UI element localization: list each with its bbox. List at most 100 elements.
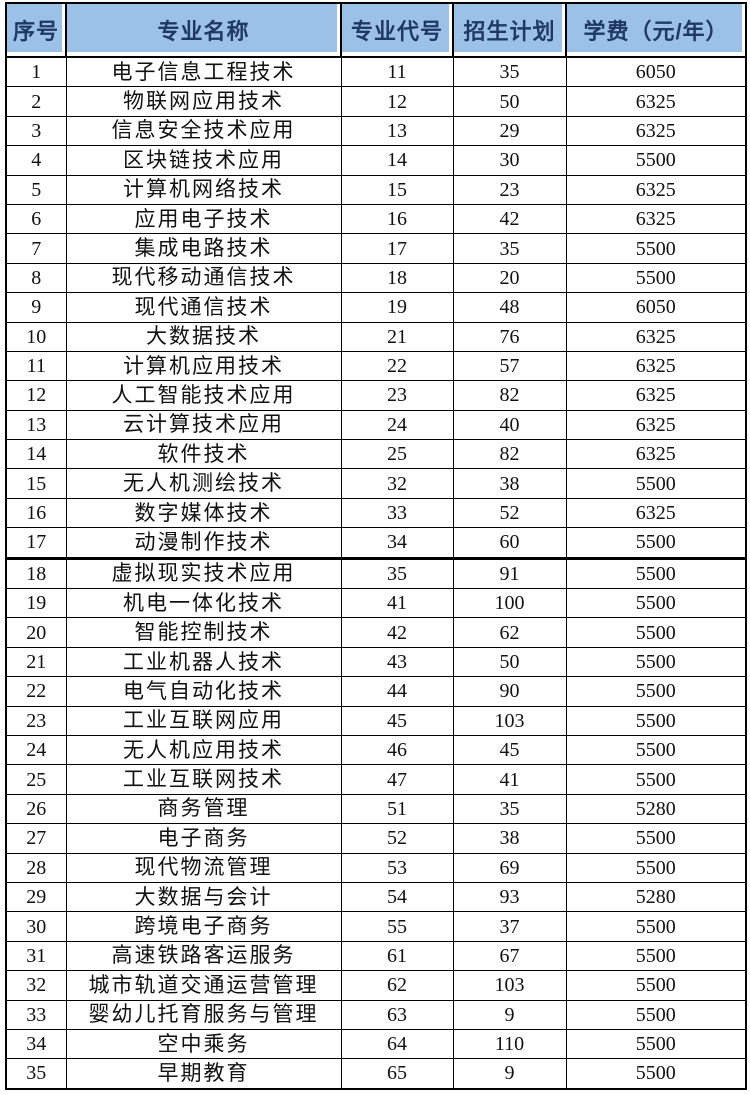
cell-index: 34 — [5, 1028, 67, 1060]
cell-index: 13 — [5, 409, 67, 441]
cell-index: 12 — [5, 380, 67, 411]
cell-tuition: 5280 — [565, 881, 747, 913]
cell-major-name: 数字媒体技术 — [65, 497, 342, 529]
cell-major-code: 34 — [340, 527, 454, 560]
cell-index: 3 — [5, 115, 67, 147]
cell-tuition: 5500 — [565, 911, 747, 942]
table-row: 14 软件技术 25 82 6325 — [5, 439, 747, 470]
enrollment-plan-table: 序号 专业名称 专业代号 招生计划 学费（元/年） 1 电子信息工程技术 11 … — [5, 2, 747, 1090]
table-row: 10 大数据技术 21 76 6325 — [5, 321, 747, 352]
cell-tuition: 6325 — [565, 115, 747, 147]
table-row: 1 电子信息工程技术 11 35 6050 — [5, 56, 747, 88]
table-row: 27 电子商务 52 38 5500 — [5, 823, 747, 854]
column-header-major-name: 专业名称 — [65, 2, 342, 58]
table-row: 22 电气自动化技术 44 90 5500 — [5, 676, 747, 707]
cell-index: 29 — [5, 881, 67, 913]
table-row: 13 云计算技术应用 24 40 6325 — [5, 409, 747, 441]
cell-major-code: 65 — [340, 1058, 454, 1090]
cell-enrollment-plan: 20 — [452, 262, 567, 294]
cell-tuition: 5500 — [565, 646, 747, 678]
cell-tuition: 5500 — [565, 970, 747, 1001]
cell-major-code: 55 — [340, 911, 454, 942]
cell-index: 5 — [5, 174, 67, 205]
cell-major-name: 无人机应用技术 — [65, 734, 342, 766]
cell-major-code: 43 — [340, 646, 454, 678]
cell-major-name: 集成电路技术 — [65, 233, 342, 264]
cell-major-name: 现代物流管理 — [65, 852, 342, 883]
column-header-index: 序号 — [5, 2, 67, 58]
cell-major-code: 52 — [340, 823, 454, 854]
cell-index: 28 — [5, 852, 67, 883]
table-row: 18 虚拟现实技术应用 35 91 5500 — [5, 557, 747, 590]
cell-index: 27 — [5, 823, 67, 854]
cell-tuition: 6325 — [565, 409, 747, 441]
cell-index: 2 — [5, 86, 67, 117]
cell-enrollment-plan: 69 — [452, 852, 567, 883]
cell-enrollment-plan: 93 — [452, 881, 567, 913]
table-row: 15 无人机测绘技术 32 38 5500 — [5, 468, 747, 499]
cell-enrollment-plan: 82 — [452, 380, 567, 411]
cell-major-code: 35 — [340, 557, 454, 590]
cell-tuition: 5500 — [565, 705, 747, 736]
cell-major-name: 电子信息工程技术 — [65, 56, 342, 88]
cell-major-code: 32 — [340, 468, 454, 499]
cell-major-name: 大数据技术 — [65, 321, 342, 352]
table-row: 35 早期教育 65 9 5500 — [5, 1058, 747, 1090]
cell-index: 8 — [5, 262, 67, 294]
cell-major-name: 信息安全技术应用 — [65, 115, 342, 147]
cell-tuition: 5500 — [565, 468, 747, 499]
cell-major-code: 61 — [340, 940, 454, 972]
cell-tuition: 5500 — [565, 527, 747, 560]
cell-major-code: 53 — [340, 852, 454, 883]
table-row: 30 跨境电子商务 55 37 5500 — [5, 911, 747, 942]
cell-major-code: 16 — [340, 203, 454, 235]
cell-enrollment-plan: 41 — [452, 764, 567, 795]
cell-major-name: 跨境电子商务 — [65, 911, 342, 942]
cell-enrollment-plan: 67 — [452, 940, 567, 972]
cell-index: 26 — [5, 793, 67, 825]
cell-major-code: 44 — [340, 676, 454, 707]
table-row: 25 工业互联网技术 47 41 5500 — [5, 764, 747, 795]
cell-major-code: 11 — [340, 56, 454, 88]
cell-major-code: 15 — [340, 174, 454, 205]
cell-tuition: 6050 — [565, 56, 747, 88]
cell-tuition: 6325 — [565, 86, 747, 117]
cell-tuition: 5500 — [565, 588, 747, 619]
table-row: 19 机电一体化技术 41 100 5500 — [5, 588, 747, 619]
cell-major-name: 虚拟现实技术应用 — [65, 557, 342, 590]
cell-enrollment-plan: 103 — [452, 970, 567, 1001]
header-row: 序号 专业名称 专业代号 招生计划 学费（元/年） — [5, 2, 747, 58]
cell-major-code: 12 — [340, 86, 454, 117]
cell-major-name: 早期教育 — [65, 1058, 342, 1090]
cell-tuition: 6325 — [565, 497, 747, 529]
cell-major-name: 工业机器人技术 — [65, 646, 342, 678]
cell-index: 17 — [5, 527, 67, 560]
cell-index: 6 — [5, 203, 67, 235]
cell-major-name: 现代通信技术 — [65, 292, 342, 323]
cell-major-code: 51 — [340, 793, 454, 825]
table-row: 9 现代通信技术 19 48 6050 — [5, 292, 747, 323]
cell-tuition: 5500 — [565, 764, 747, 795]
cell-tuition: 5500 — [565, 1058, 747, 1090]
cell-enrollment-plan: 38 — [452, 468, 567, 499]
cell-enrollment-plan: 110 — [452, 1028, 567, 1060]
table-row: 23 工业互联网应用 45 103 5500 — [5, 705, 747, 736]
cell-enrollment-plan: 57 — [452, 350, 567, 382]
cell-index: 33 — [5, 999, 67, 1030]
cell-index: 30 — [5, 911, 67, 942]
column-header-major-code: 专业代号 — [340, 2, 454, 58]
cell-major-name: 空中乘务 — [65, 1028, 342, 1060]
table-row: 4 区块链技术应用 14 30 5500 — [5, 145, 747, 176]
cell-major-name: 机电一体化技术 — [65, 588, 342, 619]
cell-major-name: 高速铁路客运服务 — [65, 940, 342, 972]
cell-tuition: 5500 — [565, 940, 747, 972]
table-row: 32 城市轨道交通运营管理 62 103 5500 — [5, 970, 747, 1001]
cell-enrollment-plan: 38 — [452, 823, 567, 854]
cell-enrollment-plan: 9 — [452, 1058, 567, 1090]
cell-major-name: 电子商务 — [65, 823, 342, 854]
cell-major-code: 22 — [340, 350, 454, 382]
cell-index: 25 — [5, 764, 67, 795]
cell-major-name: 区块链技术应用 — [65, 145, 342, 176]
cell-major-name: 无人机测绘技术 — [65, 468, 342, 499]
